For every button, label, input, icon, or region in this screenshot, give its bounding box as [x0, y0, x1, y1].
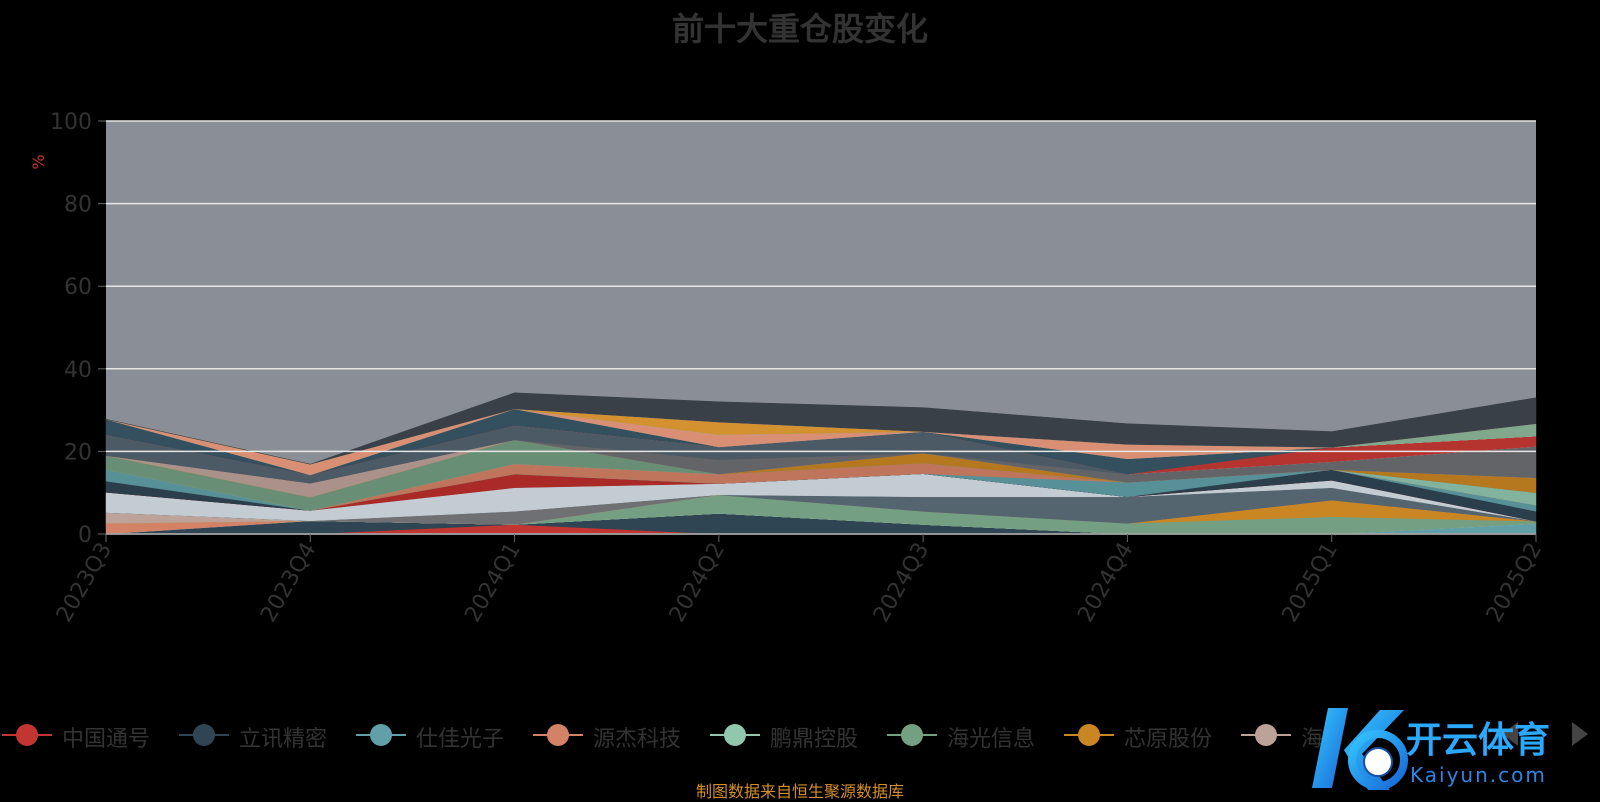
- legend-swatch-dot: [193, 724, 215, 746]
- x-tick-label: 2023Q4: [256, 539, 321, 627]
- legend-swatch-dot: [901, 724, 923, 746]
- legend-swatch-dot: [547, 724, 569, 746]
- chart-title: 前十大重仓股变化: [671, 10, 928, 48]
- legend-item[interactable]: 中国通号: [2, 718, 178, 752]
- legend-label: 海: [1301, 727, 1324, 752]
- legend-label: 立讯精密: [239, 727, 328, 752]
- x-tick-label: 2024Q2: [665, 539, 730, 627]
- x-tick-label: 2025Q1: [1278, 539, 1343, 627]
- y-tick-label: 80: [64, 193, 92, 218]
- legend-swatch-dot: [370, 724, 392, 746]
- watermark-brand-en: Kaiyun.com: [1410, 763, 1547, 787]
- x-tick-label: 2025Q2: [1482, 539, 1547, 627]
- y-axis-label: %: [29, 154, 48, 169]
- legend-item[interactable]: 海: [1241, 718, 1417, 752]
- legend-label: 源杰科技: [593, 727, 682, 752]
- legend-label: 海光信息: [947, 727, 1036, 752]
- legend-swatch-dot: [1255, 724, 1277, 746]
- y-tick-label: 60: [64, 275, 92, 300]
- legend-item[interactable]: 鹏鼎控股: [710, 718, 886, 752]
- y-tick-label: 100: [50, 110, 92, 135]
- x-tick-label: 2023Q3: [52, 539, 117, 627]
- legend-label: 中国通号: [62, 727, 151, 752]
- legend-item[interactable]: 立讯精密: [179, 718, 355, 752]
- legend-label: 仕佳光子: [416, 727, 505, 752]
- legend-swatch-dot: [16, 724, 38, 746]
- legend-label: 芯原股份: [1124, 727, 1213, 752]
- y-tick-label: 20: [64, 440, 92, 465]
- watermark-brand-cn: 开云体育: [1406, 720, 1550, 761]
- legend-label: 鹏鼎控股: [770, 727, 859, 752]
- area-chart: 0 20 40 60 80 100% 2023Q3 2023Q4 2024Q1 2024Q2 202…: [29, 110, 1547, 627]
- legend-item[interactable]: 芯原股份: [1064, 718, 1240, 752]
- legend-swatch-dot: [724, 724, 746, 746]
- legend-next-page-icon[interactable]: [1572, 722, 1588, 746]
- kaiyun-logo: 开云体育 Kaiyun.com: [1312, 708, 1550, 790]
- legend-item[interactable]: 源杰科技: [533, 718, 709, 752]
- x-tick-label: 2024Q4: [1073, 539, 1138, 627]
- legend-swatch-dot: [1078, 724, 1100, 746]
- y-tick-label: 40: [64, 358, 92, 383]
- legend-item[interactable]: 海光信息: [887, 718, 1063, 752]
- x-tick-label: 2024Q3: [869, 539, 934, 627]
- source-note: 制图数据来自恒生聚源数据库: [695, 782, 904, 801]
- x-tick-label: 2024Q1: [460, 539, 525, 627]
- area-series-30: [105, 392, 1537, 465]
- y-tick-label: 0: [78, 523, 92, 548]
- legend: 中国通号 立讯精密 仕佳光子 源杰科技 鹏鼎控股 海光信息 芯原股份 海: [0, 718, 1600, 752]
- legend-item[interactable]: 仕佳光子: [356, 718, 532, 752]
- legend-prev-page-icon[interactable]: [1502, 722, 1518, 746]
